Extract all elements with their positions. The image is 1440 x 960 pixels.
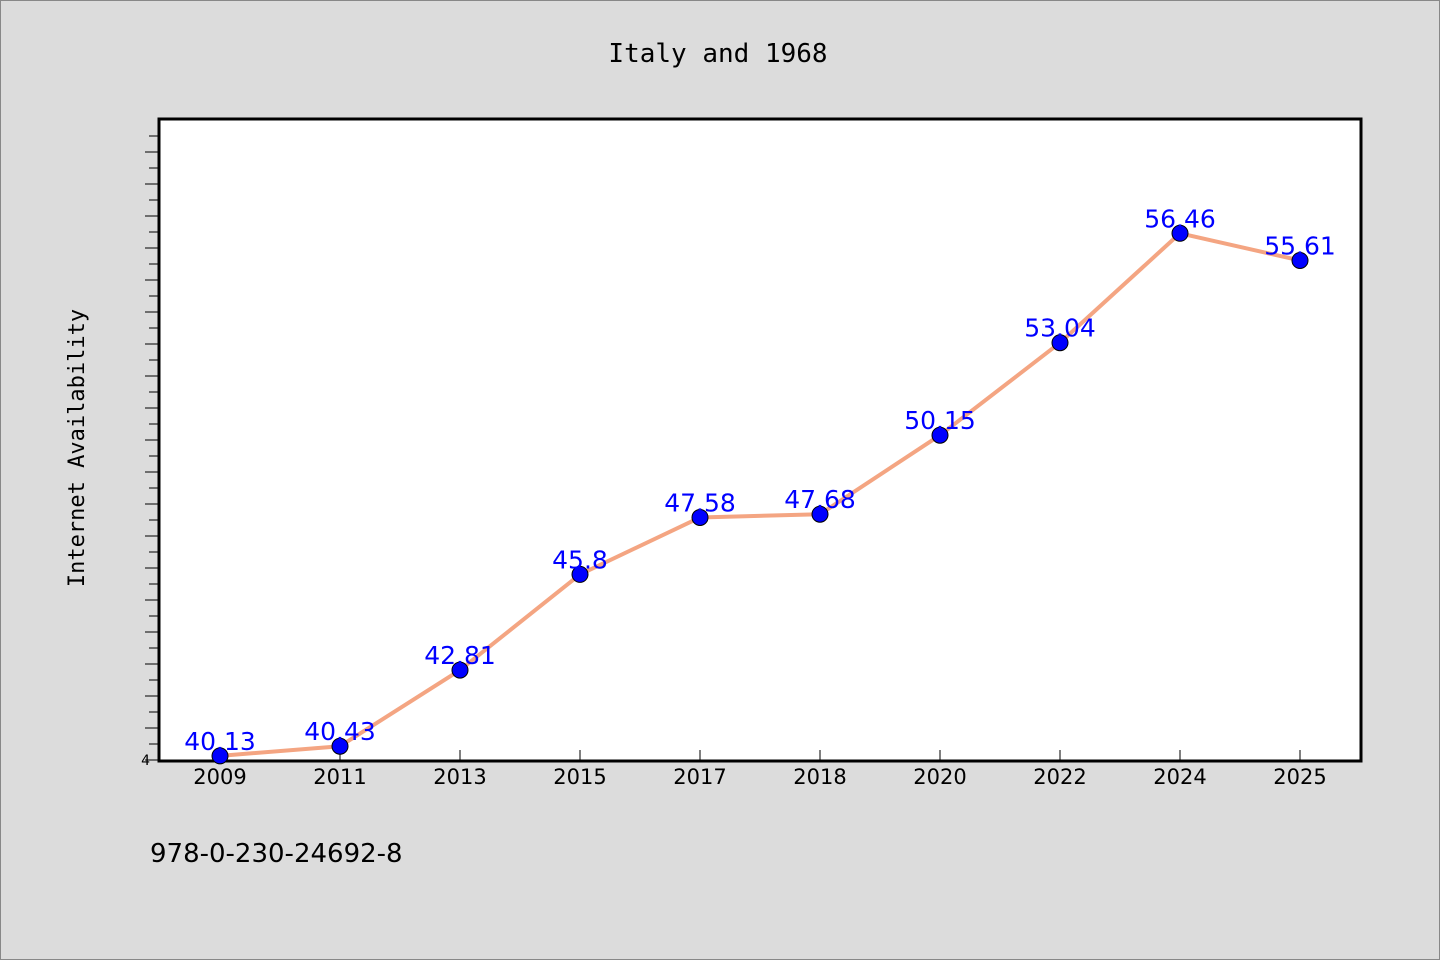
x-tick-label: 2024 [1153,765,1206,789]
data-label: 40.43 [304,717,376,746]
x-tick-label: 2011 [313,765,366,789]
data-point [931,426,949,444]
x-tick-label: 2018 [793,765,846,789]
data-label: 40.13 [184,727,256,756]
x-tick-label: 2013 [433,765,486,789]
x-tick-label: 2009 [193,765,246,789]
data-point [211,747,229,765]
data-label: 55.61 [1264,231,1336,260]
data-label: 50.15 [904,406,976,435]
x-tick-label: 2020 [913,765,966,789]
plot-area [157,117,1363,763]
data-label: 53.04 [1024,314,1096,343]
data-label: 42.81 [424,641,496,670]
data-label: 45.8 [552,545,608,574]
series-line [219,231,1301,758]
data-point [571,565,589,583]
series-group: 40.13 40.43 42.81 45.8 47.58 47.68 50.15 53.04 5… [184,204,1336,765]
chart-title: Italy and 1968 [608,39,827,69]
x-axis-ticks: 2009 2011 2013 2015 2017 2018 2020 2022 2024 2025 [193,750,1327,789]
data-point [451,661,469,679]
data-point [331,737,349,755]
y-axis-ticks: 4 [141,135,159,769]
data-point [1171,224,1189,242]
data-label: 56.46 [1144,204,1216,233]
data-point [1051,334,1069,352]
data-label: 47.58 [664,488,736,517]
data-label: 47.68 [784,485,856,514]
footer-text: 978-0-230-24692-8 [150,839,403,869]
data-point [811,505,829,523]
x-tick-label: 2017 [673,765,726,789]
y-axis-label: Internet Availability [65,309,90,587]
y-tick-label: 4 [141,753,150,769]
x-tick-label: 2015 [553,765,606,789]
x-tick-label: 2025 [1273,765,1326,789]
data-point [691,508,709,526]
x-tick-label: 2022 [1033,765,1086,789]
data-point [1291,251,1309,269]
